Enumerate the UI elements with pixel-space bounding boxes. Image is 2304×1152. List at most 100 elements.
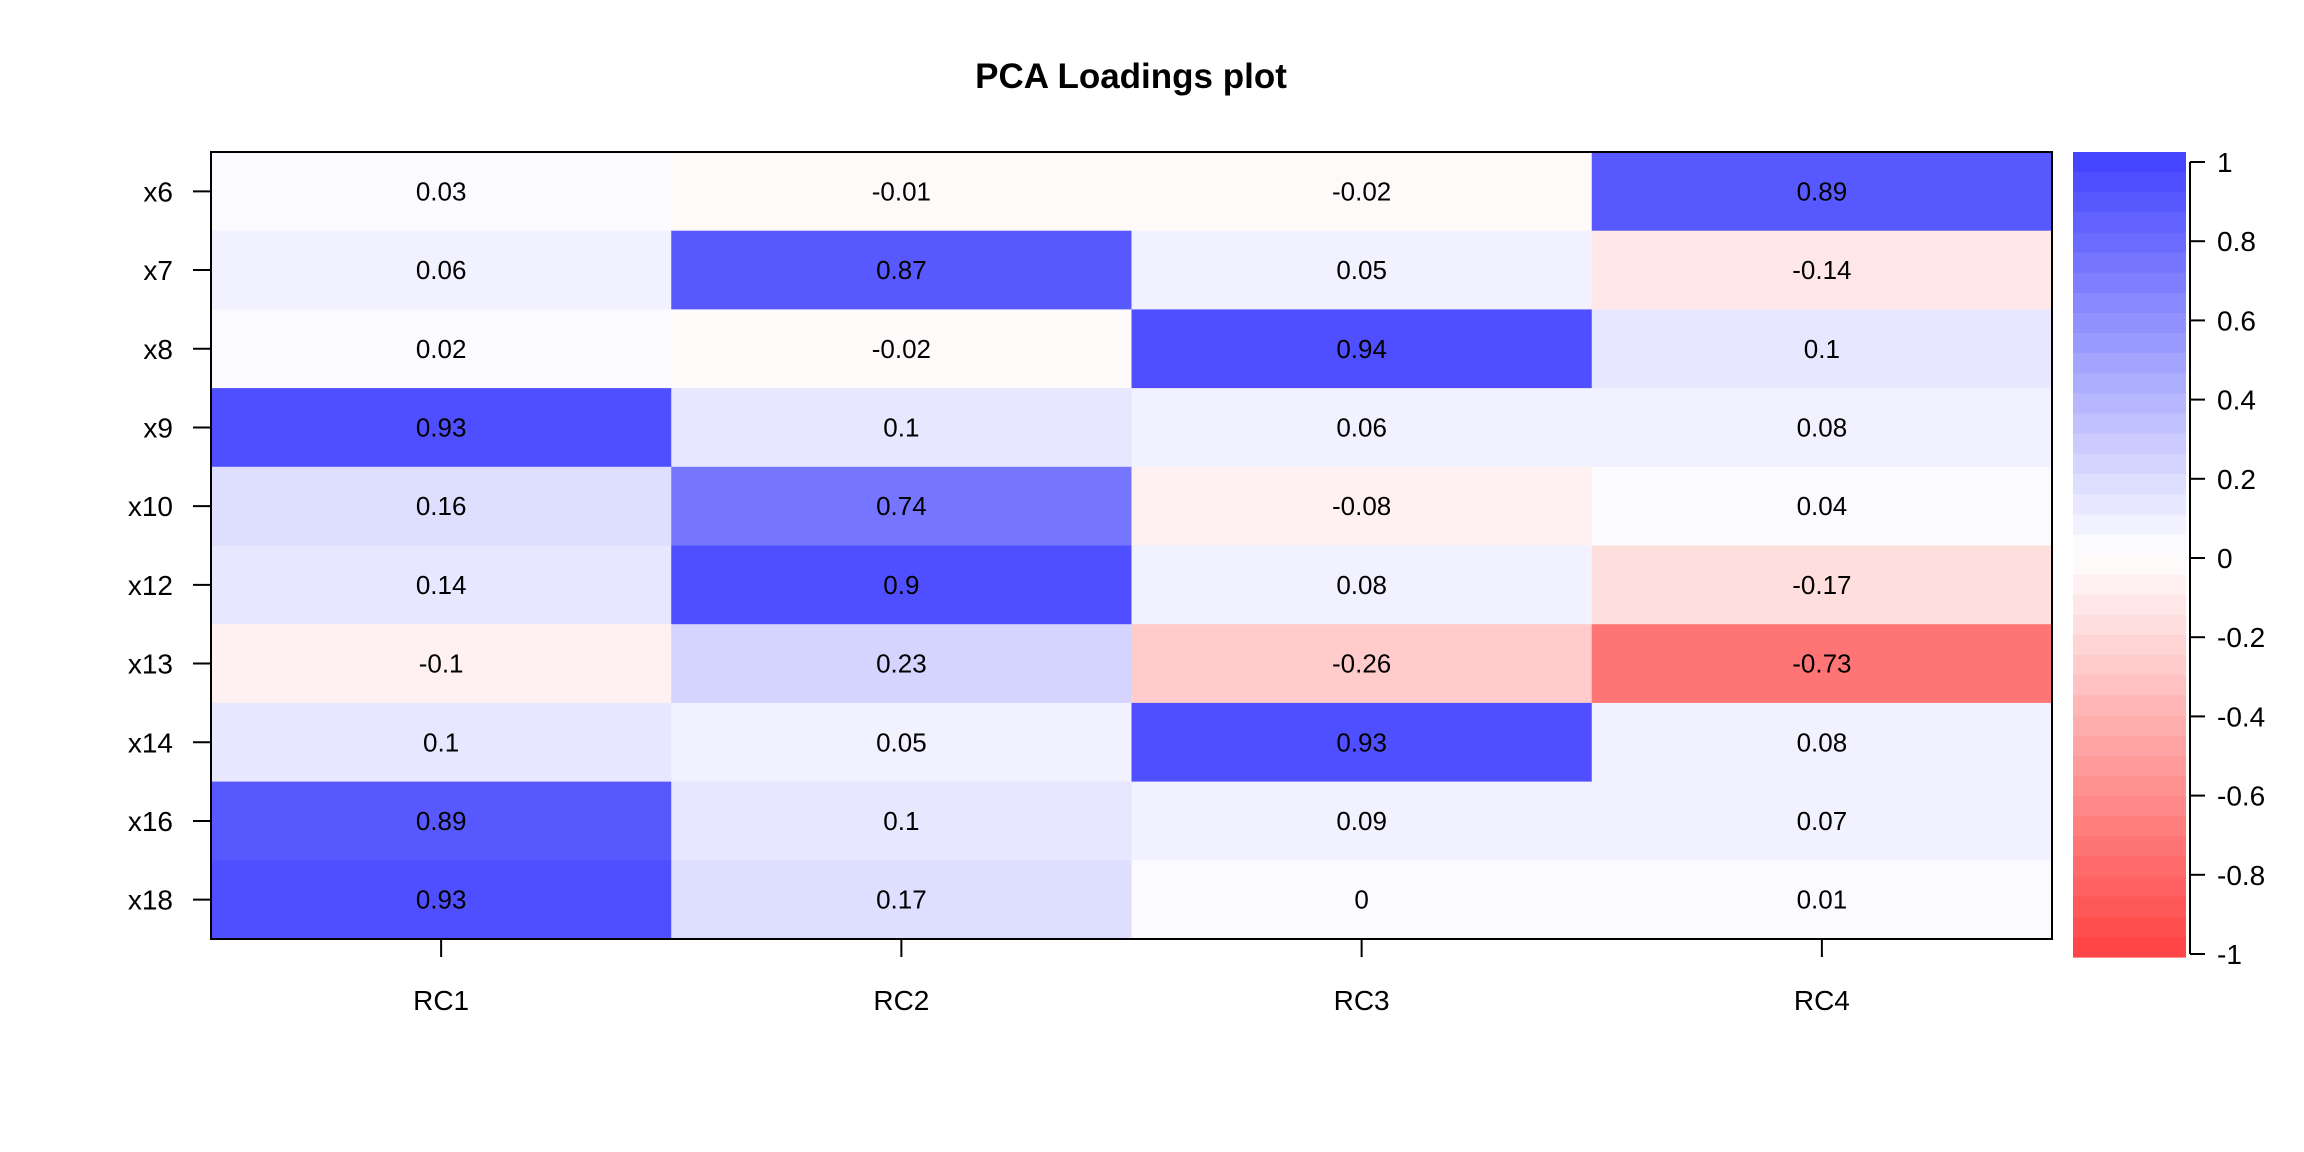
row-tick-label: x7 xyxy=(143,255,173,286)
heatmap-cell xyxy=(1131,860,1593,940)
row-tick-label: x6 xyxy=(143,176,173,207)
column-tick-label: RC4 xyxy=(1794,985,1850,1016)
legend-color-step xyxy=(2073,836,2186,857)
cell-value-label: 0.93 xyxy=(416,885,467,915)
legend-tick-label: 0.2 xyxy=(2217,464,2256,495)
column-tick-label: RC2 xyxy=(873,985,929,1016)
legend-color-step xyxy=(2073,453,2186,475)
heatmap-cell xyxy=(211,545,672,625)
row-tick-label: x8 xyxy=(143,334,173,365)
row-tick-label: x12 xyxy=(128,570,173,601)
cell-value-label: 0.05 xyxy=(876,727,927,757)
cell-value-label: 0.1 xyxy=(423,727,459,757)
legend-color-step xyxy=(2073,695,2186,717)
legend-color-step xyxy=(2073,474,2186,495)
row-axis: x6 x7 x8 x9 x10 x12 x13 x14 x16 x18 xyxy=(128,176,211,916)
legend-color-step xyxy=(2073,614,2186,636)
heatmap-cell xyxy=(1131,545,1593,625)
legend-color-step xyxy=(2073,413,2186,435)
cell-value-label: 0.93 xyxy=(1336,727,1387,757)
heatmap-cell xyxy=(1591,702,2053,783)
heatmap-cell xyxy=(1131,230,1593,310)
cell-value-label: 0.1 xyxy=(1804,334,1840,364)
legend-color-step xyxy=(2073,775,2186,797)
cell-value-label: 0.17 xyxy=(876,885,927,915)
cell-value-label: 0.87 xyxy=(876,255,927,285)
row-tick-label: x10 xyxy=(128,491,173,522)
legend-color-step xyxy=(2073,252,2186,274)
heatmap-cell xyxy=(211,624,672,704)
legend-color-step xyxy=(2073,333,2186,354)
legend-color-step xyxy=(2073,755,2186,777)
heatmap-cell xyxy=(1591,545,2053,625)
legend-color-step xyxy=(2073,172,2186,193)
cell-value-label: 0.09 xyxy=(1336,806,1387,836)
heatmap-cell xyxy=(671,624,1132,704)
legend-color-step xyxy=(2073,393,2186,415)
legend-color-step xyxy=(2073,896,2186,918)
legend-color-step xyxy=(2073,152,2186,173)
heatmap-cell xyxy=(1591,624,2053,704)
cell-value-label: -0.08 xyxy=(1332,491,1391,521)
column-tick-label: RC3 xyxy=(1334,985,1390,1016)
cell-value-label: 0.94 xyxy=(1336,334,1387,364)
cell-value-label: 0.23 xyxy=(876,649,927,679)
cell-value-label: -0.1 xyxy=(419,649,464,679)
cell-value-label: 0.1 xyxy=(883,412,919,442)
cell-value-label: 0.03 xyxy=(416,176,467,206)
cell-value-label: 0.06 xyxy=(1336,412,1387,442)
column-tick-label: RC1 xyxy=(413,985,469,1016)
heatmap-cell xyxy=(1131,466,1593,546)
cell-value-label: 0.89 xyxy=(416,806,467,836)
row-tick-label: x18 xyxy=(128,885,173,916)
cell-value-label: 0.07 xyxy=(1797,806,1848,836)
legend-tick-label: 0.8 xyxy=(2217,226,2256,257)
heatmap-cell xyxy=(1131,624,1593,704)
cell-value-label: 0.08 xyxy=(1797,412,1848,442)
legend-tick-label: -0.2 xyxy=(2217,622,2265,653)
cell-value-labels: 0.03 -0.01 -0.02 0.89 0.06 0.87 0.05 -0.14 0.02 -… xyxy=(416,176,1852,914)
legend-color-step xyxy=(2073,212,2186,234)
heatmap-cell xyxy=(211,781,672,861)
legend-color-step xyxy=(2073,373,2186,395)
legend-color-step xyxy=(2073,574,2186,596)
legend-tick-label: 0.6 xyxy=(2217,305,2256,336)
heatmap-cell xyxy=(1131,702,1593,783)
legend-color-step xyxy=(2073,534,2186,556)
chart-title: PCA Loadings plot xyxy=(975,57,1287,96)
legend-tick-label: 0 xyxy=(2217,543,2233,574)
cell-value-label: -0.26 xyxy=(1332,649,1391,679)
legend-color-step xyxy=(2073,675,2186,696)
cell-value-label: 0.08 xyxy=(1336,570,1387,600)
heatmap-cell xyxy=(211,860,672,940)
cell-value-label: -0.02 xyxy=(1332,176,1391,206)
heatmap-cell xyxy=(211,152,672,232)
cell-value-label: 0.74 xyxy=(876,491,927,521)
heatmap-cell xyxy=(211,230,672,310)
heatmap-cell xyxy=(211,466,672,546)
legend-color-step xyxy=(2073,715,2186,737)
heatmap-cell xyxy=(1591,388,2053,468)
heatmap-cell xyxy=(1591,466,2053,546)
legend-tick-label: -0.8 xyxy=(2217,860,2265,891)
legend-color-step xyxy=(2073,655,2186,676)
heatmap-cell xyxy=(671,466,1132,546)
cell-value-label: 0.9 xyxy=(883,570,919,600)
row-tick-label: x16 xyxy=(128,806,173,837)
cell-value-label: 0.06 xyxy=(416,255,467,285)
legend-color-step xyxy=(2073,554,2186,576)
cell-value-label: 0.05 xyxy=(1336,255,1387,285)
row-tick-label: x9 xyxy=(143,412,173,443)
legend-color-step xyxy=(2073,796,2186,817)
legend-color-step xyxy=(2073,313,2186,334)
legend-tick-label: -0.4 xyxy=(2217,701,2265,732)
plot-frame xyxy=(210,151,2053,940)
heatmap-cell xyxy=(671,860,1132,940)
cell-value-label: 0.93 xyxy=(416,412,467,442)
legend-color-step xyxy=(2073,433,2186,455)
legend-color-step xyxy=(2073,272,2186,294)
cell-value-label: -0.14 xyxy=(1792,255,1851,285)
legend-color-step xyxy=(2073,232,2186,254)
legend-tick-label: 1 xyxy=(2217,147,2233,178)
